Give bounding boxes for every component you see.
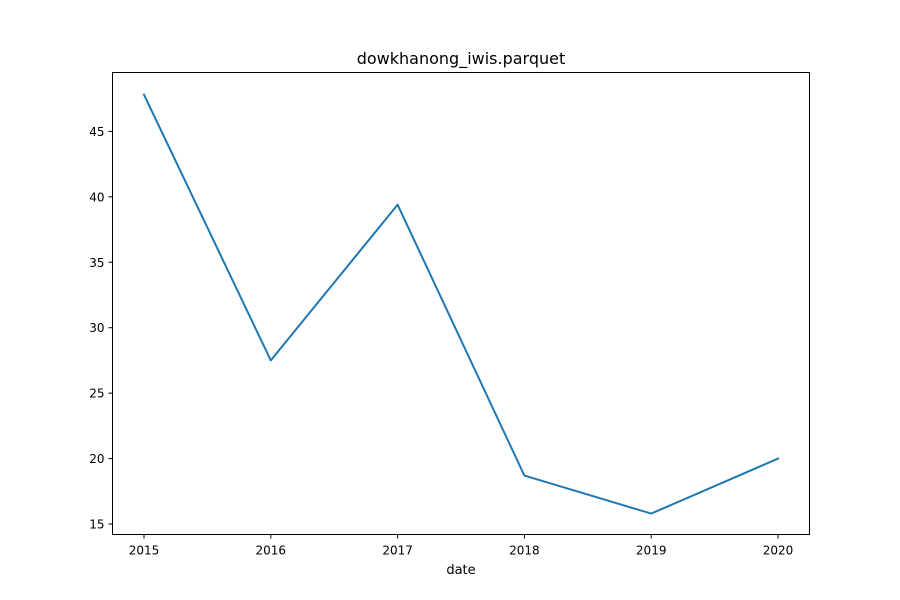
- series-line: [142, 93, 780, 515]
- x-tick-label: 2018: [509, 544, 540, 558]
- series-layer: [142, 93, 780, 515]
- x-tick-label: 2015: [129, 544, 160, 558]
- x-axis: 2015 2016 2017 2018 2019 2020: [129, 534, 794, 558]
- y-tick-label: 30: [89, 321, 104, 335]
- y-tick-label: 40: [89, 190, 104, 204]
- chart-title: dowkhanong_iwis.parquet: [357, 49, 566, 69]
- x-axis-label: date: [446, 563, 475, 578]
- y-tick-label: 15: [89, 518, 104, 532]
- x-tick-label: 2016: [256, 544, 287, 558]
- x-tick-label: 2017: [382, 544, 413, 558]
- y-axis: 15 20 25 30 35 40 45: [89, 125, 113, 532]
- x-tick-label: 2020: [763, 544, 794, 558]
- y-tick-label: 35: [89, 256, 104, 270]
- x-tick-label: 2019: [636, 544, 667, 558]
- y-tick-label: 20: [89, 452, 104, 466]
- plot-frame: [112, 72, 810, 535]
- y-tick-label: 25: [89, 387, 104, 401]
- y-tick-label: 45: [89, 125, 104, 139]
